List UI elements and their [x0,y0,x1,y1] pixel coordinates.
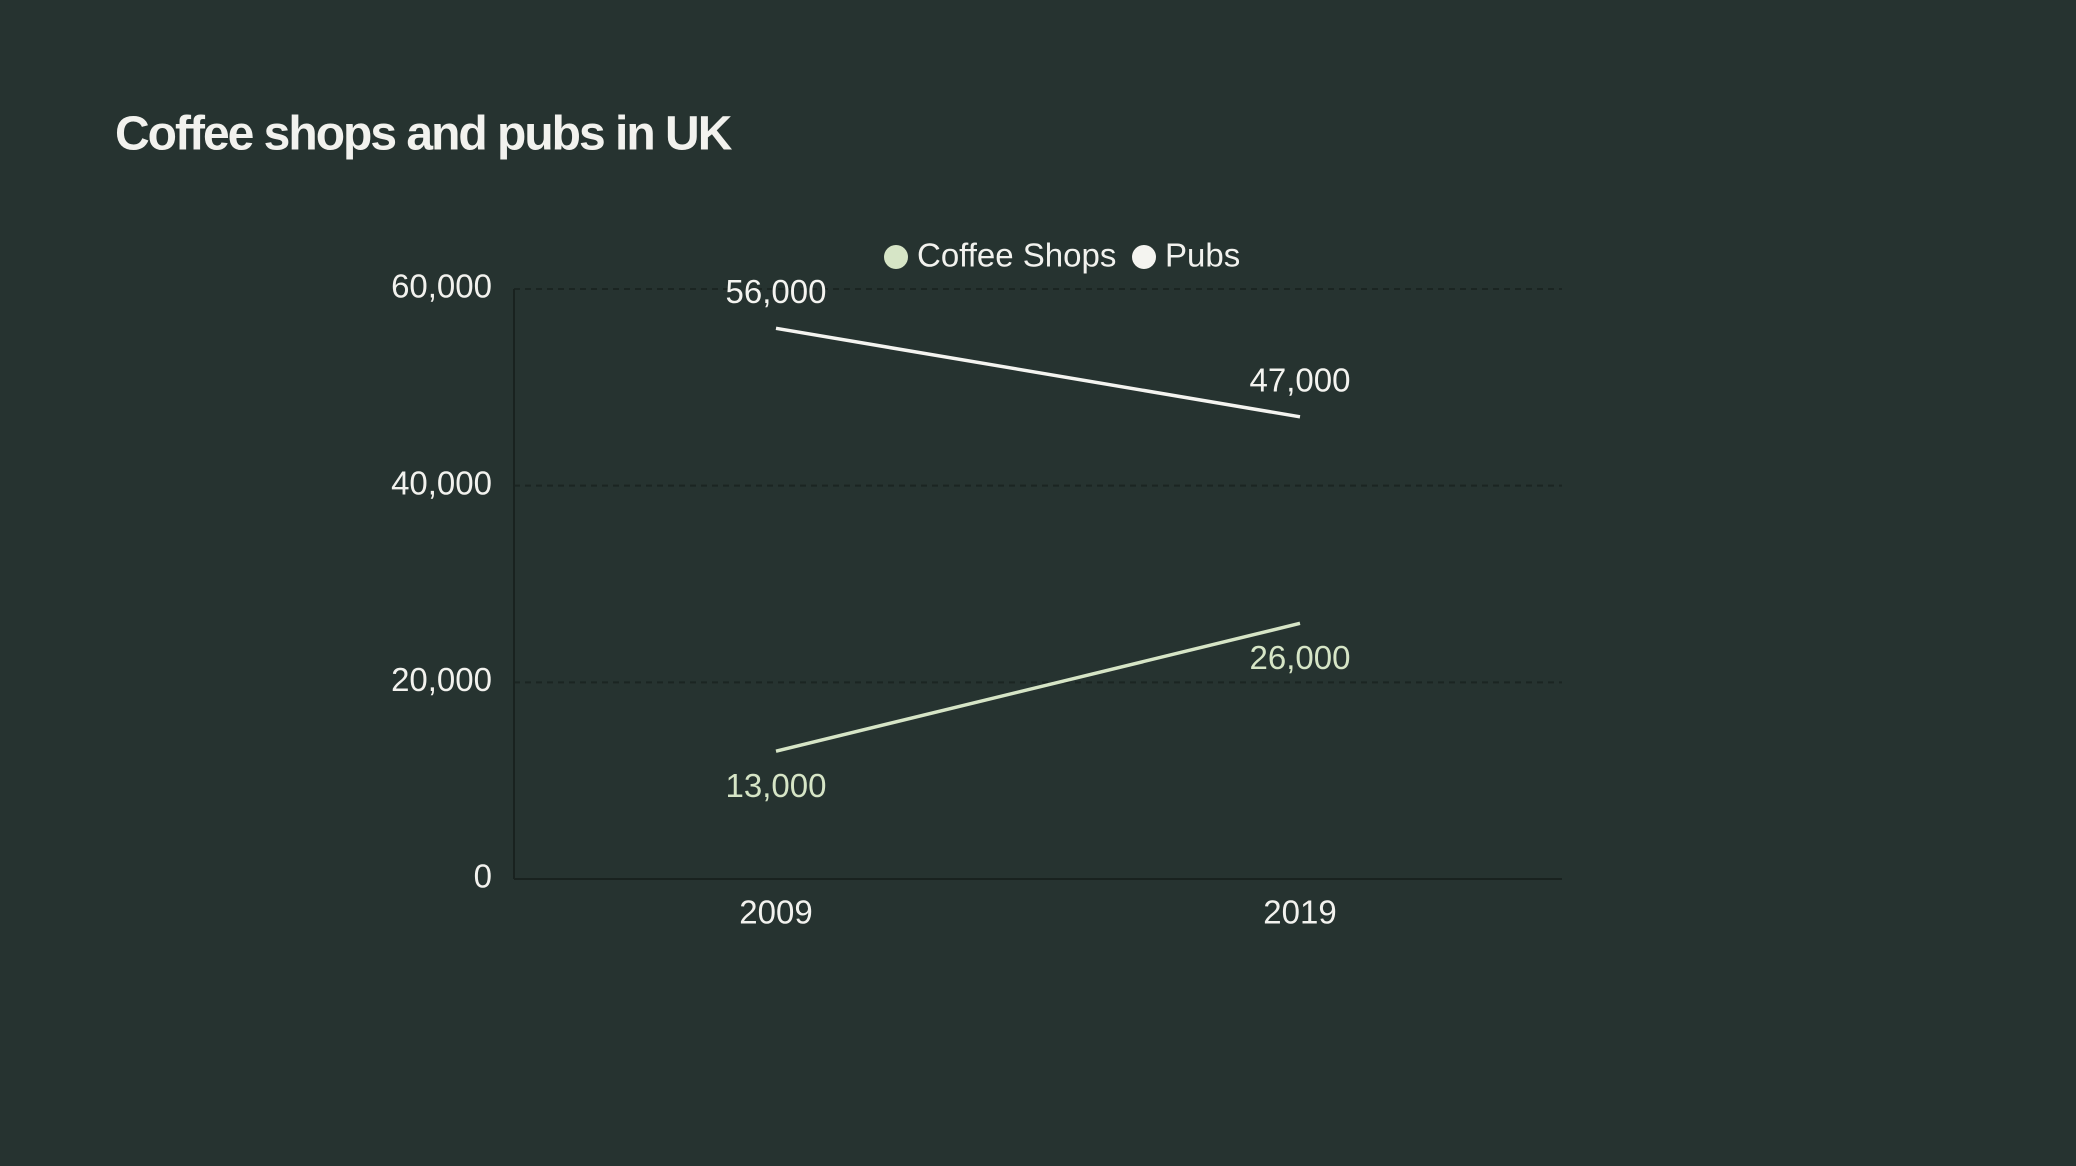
x-tick-label: 2019 [1263,894,1336,931]
data-label: 26,000 [1250,639,1351,676]
legend-label: Coffee Shops [917,237,1116,274]
line [775,621,1301,753]
legend-label: Pubs [1165,237,1240,274]
line [775,326,1301,419]
legend-marker [1132,245,1156,269]
data-label: 47,000 [1250,362,1351,399]
y-tick-label: 40,000 [391,464,492,501]
y-tick-label: 0 [474,858,492,895]
data-label: 13,000 [726,767,827,804]
y-tick-label: 60,000 [391,268,492,305]
chart-title: Coffee shops and pubs in UK [115,108,733,161]
x-tick-label: 2009 [739,894,812,931]
data-label: 56,000 [726,273,827,310]
legend-marker [884,245,908,269]
y-tick-label: 20,000 [391,661,492,698]
